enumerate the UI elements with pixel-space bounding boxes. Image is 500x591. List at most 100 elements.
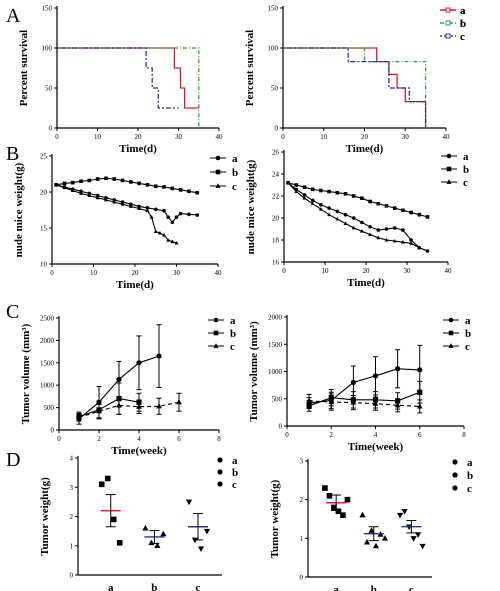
x-tick-label: 40 <box>443 133 451 141</box>
series-line-b <box>287 182 428 218</box>
x-tick-label: 10 <box>320 133 328 141</box>
panel-letter-a: A <box>6 5 21 27</box>
y-axis-title: Tumor weight(g) <box>39 477 51 556</box>
category-label: b <box>151 582 157 591</box>
data-point-c <box>415 532 422 538</box>
legend-label: c <box>460 31 465 43</box>
legend-marker <box>217 481 223 487</box>
data-point-c <box>176 399 182 405</box>
series-a <box>286 181 430 253</box>
y-tick-label: 1000 <box>40 382 55 390</box>
y-tick-label: 1500 <box>40 359 55 367</box>
y-axis-title: Tumor weight(g) <box>269 479 281 558</box>
data-point-b <box>112 177 117 181</box>
data-point-a <box>95 193 100 198</box>
data-point-b <box>351 194 356 198</box>
chart-b2: 16 18 20 22 24 26 0 10 20 30 40 Time(d) nude mice we… <box>245 149 469 290</box>
data-point-b <box>310 187 315 192</box>
data-point-c <box>95 195 100 200</box>
data-point-c <box>156 403 162 409</box>
data-point-b <box>195 190 200 195</box>
sem-bar <box>406 520 417 534</box>
data-point-b <box>87 178 92 183</box>
data-point-a <box>344 496 351 503</box>
legend-label: c <box>232 479 237 491</box>
legend-label: a <box>465 315 471 327</box>
x-tick-label: 0 <box>50 269 54 277</box>
data-point-a <box>145 206 150 210</box>
data-point-a <box>195 213 200 217</box>
data-point-c <box>343 221 348 225</box>
data-point-b <box>95 177 100 181</box>
series-line-c <box>57 47 179 109</box>
data-point-a <box>417 367 423 373</box>
x-tick-label: 10 <box>90 269 98 277</box>
data-point-c <box>203 528 211 535</box>
legend-item-b: b <box>452 470 473 482</box>
data-point-a <box>178 211 183 216</box>
data-point-c <box>76 414 82 420</box>
data-point-b <box>302 185 307 189</box>
x-tick-label: 8 <box>217 435 221 443</box>
data-point-c <box>335 216 340 221</box>
data-point-a <box>310 198 315 203</box>
x-axis-title: Time(week) <box>111 445 167 457</box>
legend-swatch-marker <box>445 33 451 39</box>
x-tick-label: 4 <box>374 431 378 439</box>
legend: abc <box>440 5 466 43</box>
data-point-b <box>170 186 175 191</box>
y-tick-label: 10 <box>40 261 48 269</box>
legend-label: a <box>460 5 466 17</box>
data-point-c <box>310 201 315 206</box>
legend-swatch-marker <box>445 20 451 26</box>
data-point-c <box>54 182 59 187</box>
legend-marker <box>448 317 454 323</box>
data-point-a <box>350 379 356 385</box>
data-point-b <box>79 179 83 183</box>
data-point-c <box>410 536 417 542</box>
data-point-a <box>162 208 166 213</box>
y-tick-label: 26 <box>272 149 280 157</box>
legend-item-c: c <box>208 341 235 353</box>
x-tick-label: 30 <box>173 269 181 277</box>
data-point-a <box>156 353 162 359</box>
data-point-c <box>120 202 125 206</box>
data-point-c <box>136 403 142 409</box>
data-point-b <box>368 527 375 533</box>
x-tick-label: 4 <box>137 435 141 443</box>
legend-item-b: b <box>217 467 238 479</box>
data-point-c <box>96 408 102 414</box>
data-point-c <box>419 543 426 550</box>
legend-item-b: b <box>441 164 469 176</box>
y-tick-label: 22 <box>272 193 280 201</box>
data-point-c <box>112 199 117 204</box>
legend-item-c: c <box>452 483 472 495</box>
y-tick-label: 15 <box>40 225 48 233</box>
sem-bar <box>105 494 116 528</box>
x-tick-label: 20 <box>363 267 371 275</box>
data-point-b <box>401 208 405 213</box>
data-point-b <box>145 183 150 187</box>
series-c <box>283 47 427 128</box>
data-point-c <box>103 197 108 202</box>
series-a <box>57 47 199 109</box>
data-point-c <box>294 189 299 194</box>
y-tick-label: 20 <box>40 189 48 197</box>
data-point-a <box>170 220 175 225</box>
y-tick-label: 150 <box>268 5 279 13</box>
panel-letter-b: B <box>6 143 19 165</box>
data-point-c <box>79 191 84 195</box>
data-point-c <box>425 248 430 253</box>
y-tick-label: 2 <box>300 496 304 504</box>
data-point-a <box>153 207 158 212</box>
x-axis-title: Time(d) <box>116 279 154 291</box>
x-axis-title: Time(d) <box>347 277 385 289</box>
sem-bar <box>368 526 379 542</box>
data-point-c <box>116 402 122 408</box>
legend-marker <box>215 169 221 175</box>
data-point-c <box>157 230 162 235</box>
data-point-a <box>351 216 356 220</box>
y-tick-label: 2500 <box>40 315 55 323</box>
y-tick-label: 25 <box>40 153 48 161</box>
